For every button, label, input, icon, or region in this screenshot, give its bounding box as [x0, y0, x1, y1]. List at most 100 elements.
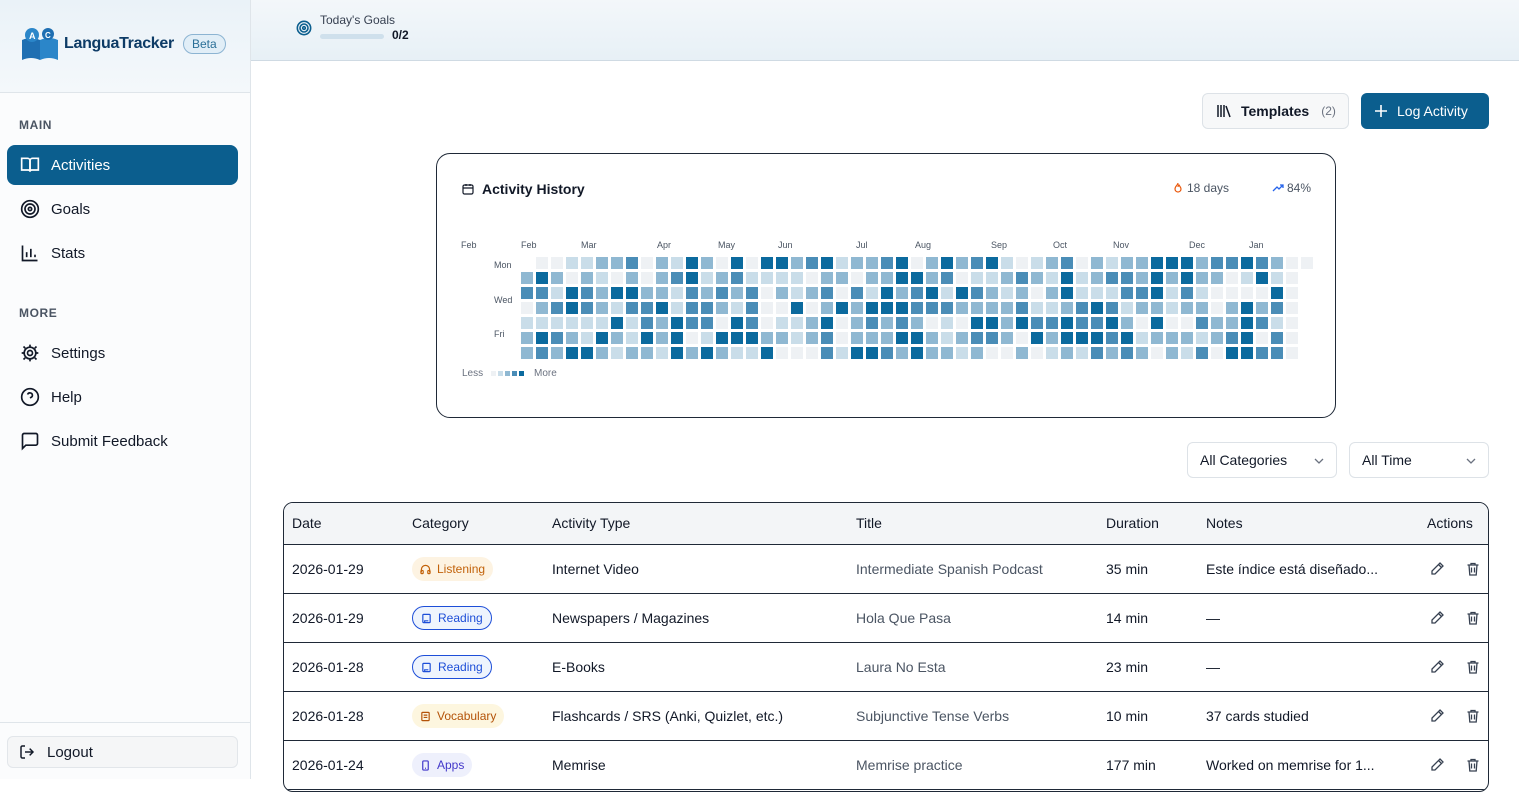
- heatmap-cell[interactable]: [1076, 332, 1088, 344]
- heatmap-cell[interactable]: [941, 317, 953, 329]
- heatmap-cell[interactable]: [1001, 317, 1013, 329]
- heatmap-cell[interactable]: [926, 257, 938, 269]
- heatmap-cell[interactable]: [866, 257, 878, 269]
- heatmap-cell[interactable]: [716, 257, 728, 269]
- heatmap-cell[interactable]: [956, 302, 968, 314]
- heatmap-cell[interactable]: [1106, 257, 1118, 269]
- heatmap-cell[interactable]: [596, 302, 608, 314]
- heatmap-cell[interactable]: [611, 257, 623, 269]
- heatmap-cell[interactable]: [701, 347, 713, 359]
- sidebar-item-stats[interactable]: Stats: [7, 233, 238, 273]
- heatmap-cell[interactable]: [551, 332, 563, 344]
- heatmap-cell[interactable]: [731, 332, 743, 344]
- heatmap-cell[interactable]: [761, 332, 773, 344]
- heatmap-cell[interactable]: [731, 272, 743, 284]
- heatmap-cell[interactable]: [536, 257, 548, 269]
- heatmap-cell[interactable]: [881, 347, 893, 359]
- heatmap-cell[interactable]: [1211, 302, 1223, 314]
- heatmap-cell[interactable]: [1076, 302, 1088, 314]
- heatmap-cell[interactable]: [821, 347, 833, 359]
- heatmap-cell[interactable]: [656, 257, 668, 269]
- heatmap-cell[interactable]: [1181, 317, 1193, 329]
- heatmap-cell[interactable]: [746, 302, 758, 314]
- heatmap-cell[interactable]: [581, 317, 593, 329]
- heatmap-cell[interactable]: [581, 332, 593, 344]
- heatmap-cell[interactable]: [716, 332, 728, 344]
- heatmap-cell[interactable]: [1136, 257, 1148, 269]
- edit-icon[interactable]: [1429, 610, 1445, 626]
- heatmap-cell[interactable]: [1016, 287, 1028, 299]
- trash-icon[interactable]: [1465, 659, 1481, 675]
- heatmap-cell[interactable]: [776, 287, 788, 299]
- heatmap-cell[interactable]: [1256, 332, 1268, 344]
- heatmap-cell[interactable]: [806, 257, 818, 269]
- heatmap-cell[interactable]: [1046, 287, 1058, 299]
- heatmap-cell[interactable]: [596, 257, 608, 269]
- heatmap-cell[interactable]: [1211, 257, 1223, 269]
- heatmap-cell[interactable]: [731, 302, 743, 314]
- table-row[interactable]: 2026-01-29 Listening Internet Video Inte…: [284, 545, 1488, 594]
- heatmap-cell[interactable]: [986, 332, 998, 344]
- heatmap-cell[interactable]: [776, 317, 788, 329]
- heatmap-cell[interactable]: [956, 317, 968, 329]
- heatmap-cell[interactable]: [1076, 317, 1088, 329]
- heatmap-cell[interactable]: [1121, 317, 1133, 329]
- heatmap-cell[interactable]: [746, 332, 758, 344]
- heatmap-cell[interactable]: [566, 347, 578, 359]
- heatmap-cell[interactable]: [626, 287, 638, 299]
- heatmap-cell[interactable]: [1016, 257, 1028, 269]
- heatmap-cell[interactable]: [566, 302, 578, 314]
- heatmap-cell[interactable]: [1211, 287, 1223, 299]
- heatmap-cell[interactable]: [596, 317, 608, 329]
- heatmap-cell[interactable]: [1241, 347, 1253, 359]
- heatmap-cell[interactable]: [536, 272, 548, 284]
- heatmap-cell[interactable]: [761, 347, 773, 359]
- heatmap-cell[interactable]: [1061, 332, 1073, 344]
- heatmap-cell[interactable]: [1196, 272, 1208, 284]
- time-filter-select[interactable]: All Time: [1349, 442, 1489, 478]
- heatmap-cell[interactable]: [1016, 302, 1028, 314]
- heatmap-cell[interactable]: [671, 272, 683, 284]
- heatmap-cell[interactable]: [776, 332, 788, 344]
- heatmap-cell[interactable]: [521, 287, 533, 299]
- heatmap-cell[interactable]: [1151, 257, 1163, 269]
- heatmap-cell[interactable]: [626, 302, 638, 314]
- heatmap-cell[interactable]: [746, 272, 758, 284]
- heatmap-cell[interactable]: [701, 287, 713, 299]
- heatmap-cell[interactable]: [1046, 317, 1058, 329]
- heatmap-cell[interactable]: [1286, 332, 1298, 344]
- heatmap-cell[interactable]: [566, 287, 578, 299]
- heatmap-cell[interactable]: [1106, 317, 1118, 329]
- heatmap-cell[interactable]: [701, 272, 713, 284]
- heatmap-cell[interactable]: [1271, 347, 1283, 359]
- heatmap-cell[interactable]: [1106, 272, 1118, 284]
- trash-icon[interactable]: [1465, 708, 1481, 724]
- heatmap-cell[interactable]: [1061, 272, 1073, 284]
- heatmap-cell[interactable]: [566, 317, 578, 329]
- heatmap-cell[interactable]: [956, 257, 968, 269]
- heatmap-cell[interactable]: [1091, 317, 1103, 329]
- heatmap-cell[interactable]: [551, 347, 563, 359]
- heatmap-cell[interactable]: [1181, 347, 1193, 359]
- heatmap-cell[interactable]: [641, 257, 653, 269]
- heatmap-cell[interactable]: [1046, 302, 1058, 314]
- heatmap-cell[interactable]: [971, 272, 983, 284]
- heatmap-cell[interactable]: [1046, 272, 1058, 284]
- heatmap-cell[interactable]: [656, 332, 668, 344]
- app-logo[interactable]: A C LanguaTracker Beta: [20, 26, 226, 62]
- heatmap-cell[interactable]: [1226, 257, 1238, 269]
- heatmap-cell[interactable]: [746, 287, 758, 299]
- heatmap-cell[interactable]: [806, 272, 818, 284]
- heatmap-cell[interactable]: [1091, 347, 1103, 359]
- heatmap-cell[interactable]: [521, 317, 533, 329]
- heatmap-cell[interactable]: [1151, 332, 1163, 344]
- heatmap-cell[interactable]: [521, 332, 533, 344]
- heatmap-cell[interactable]: [641, 332, 653, 344]
- heatmap-cell[interactable]: [1031, 317, 1043, 329]
- heatmap-cell[interactable]: [611, 272, 623, 284]
- heatmap-cell[interactable]: [791, 287, 803, 299]
- heatmap-cell[interactable]: [941, 287, 953, 299]
- heatmap-cell[interactable]: [626, 347, 638, 359]
- heatmap-cell[interactable]: [1016, 272, 1028, 284]
- heatmap-cell[interactable]: [536, 332, 548, 344]
